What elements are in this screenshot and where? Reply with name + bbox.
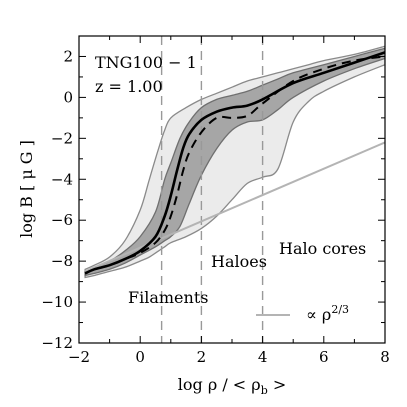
y-tick-label: 0 [63,88,73,106]
x-tick-label: 2 [197,348,207,366]
filaments-label: Filaments [128,288,208,307]
legend: ∝ ρ2/3 [256,303,349,324]
legend-label: ∝ ρ2/3 [306,303,349,324]
y-tick-label: −6 [51,211,73,229]
sim-label: TNG100 − 1 [95,53,197,72]
plot-area [84,36,385,343]
reference-line [84,141,385,273]
y-tick-label: −12 [41,334,73,352]
ticks: −2 0 2 4 6 8 −12 −10 −8 −6 −4 −2 0 2 [41,35,390,366]
x-tick-label: 6 [319,348,329,366]
x-axis-label: log ρ / < ρb > [178,375,287,397]
y-tick-label: −4 [51,170,73,188]
x-tick-label: 0 [135,348,145,366]
x-tick-label: 4 [258,348,268,366]
median-line [84,51,385,275]
dashed-median-line [84,55,385,275]
x-tick-label: −2 [68,348,90,366]
x-tick-label: 8 [380,348,390,366]
y-tick-label: −10 [41,293,73,311]
halo-cores-label: Halo cores [279,239,366,258]
inner-band [84,47,385,277]
haloes-label: Haloes [211,252,267,271]
y-axis-label: log B [ μ G ] [17,140,36,238]
y-tick-label: −2 [51,129,73,147]
redshift-label: z = 1.00 [95,77,163,96]
y-tick-label: 2 [63,47,73,65]
y-tick-label: −8 [51,252,73,270]
vlines [160,36,264,343]
